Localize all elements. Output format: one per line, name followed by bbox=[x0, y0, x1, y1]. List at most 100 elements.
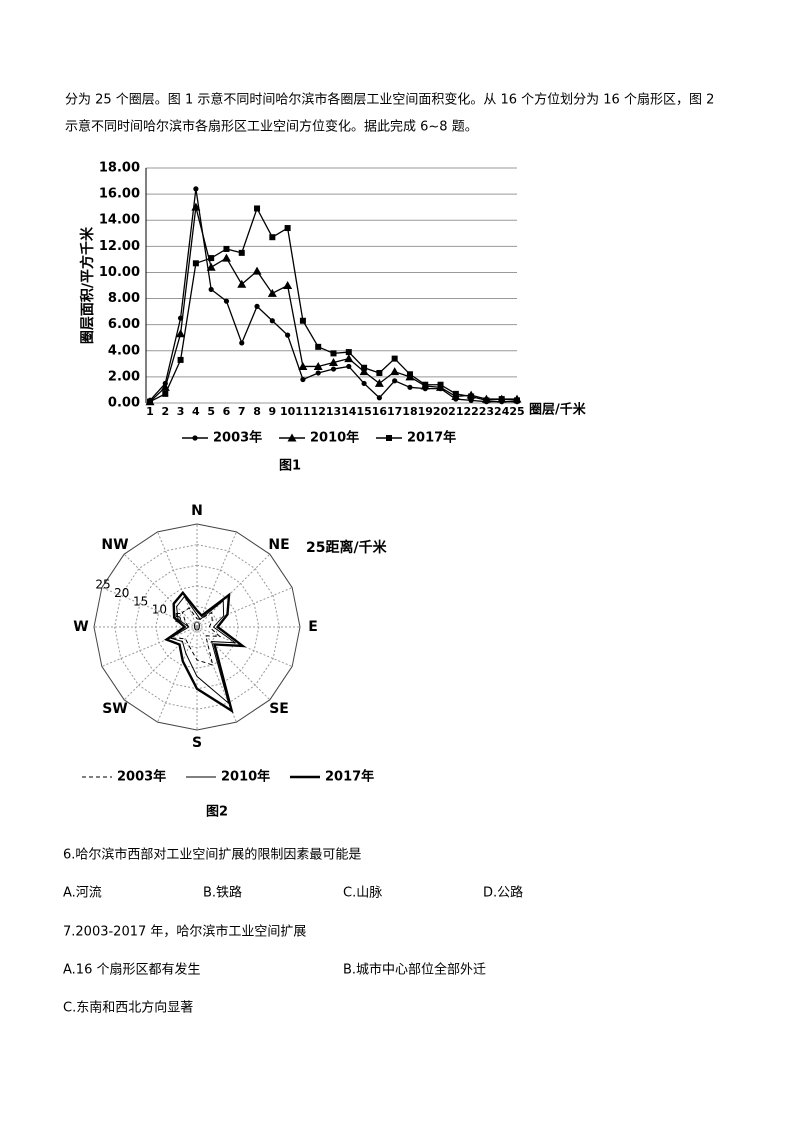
legend-label: 2003年 bbox=[117, 769, 166, 785]
direction-label: SE bbox=[269, 701, 289, 717]
data-point bbox=[376, 369, 383, 376]
y-tick-label: 10.00 bbox=[99, 265, 140, 280]
data-point bbox=[315, 343, 322, 350]
grid-ring bbox=[93, 523, 301, 731]
direction-label: NE bbox=[268, 537, 289, 553]
y-axis-label: 圈层面积/平方千米 bbox=[79, 226, 96, 344]
x-tick-label: 4 bbox=[192, 405, 200, 418]
x-tick-label: 21 bbox=[448, 405, 463, 418]
series-polygon bbox=[169, 595, 237, 705]
y-tick-label: 8.00 bbox=[108, 291, 140, 306]
x-tick-label: 25 bbox=[509, 405, 524, 418]
data-point bbox=[313, 361, 323, 370]
data-point bbox=[254, 205, 261, 212]
data-point bbox=[361, 380, 367, 387]
data-point bbox=[498, 396, 505, 403]
question-option: A.16 个扇形区都有发生 bbox=[63, 962, 200, 978]
data-point bbox=[208, 255, 215, 262]
direction-label: N bbox=[191, 503, 203, 519]
data-point bbox=[238, 249, 245, 256]
spoke bbox=[196, 553, 271, 628]
data-point bbox=[452, 390, 459, 397]
figure-caption: 图2 bbox=[206, 805, 228, 820]
x-tick-label: 13 bbox=[326, 405, 341, 418]
question-option: D.公路 bbox=[483, 885, 523, 901]
data-point bbox=[208, 286, 214, 293]
x-tick-label: 10 bbox=[280, 405, 296, 418]
legend-label: 2010年 bbox=[310, 430, 359, 446]
x-tick-label: 16 bbox=[372, 405, 388, 418]
x-tick-label: 1 bbox=[146, 405, 154, 418]
x-tick-label: 3 bbox=[177, 405, 185, 418]
figure-caption: 图1 bbox=[279, 459, 301, 474]
spoke bbox=[157, 531, 198, 628]
axis-label: 25距离/千米 bbox=[306, 539, 388, 556]
data-point bbox=[192, 435, 198, 441]
x-tick-label: 19 bbox=[418, 405, 433, 418]
x-tick-label: 11 bbox=[295, 405, 310, 418]
legend-label: 2010年 bbox=[221, 769, 270, 785]
spoke bbox=[196, 626, 271, 701]
data-point bbox=[147, 398, 153, 405]
data-point bbox=[267, 288, 277, 297]
spoke bbox=[123, 553, 198, 628]
spoke bbox=[196, 626, 293, 667]
series-polygon bbox=[163, 590, 247, 714]
series-line bbox=[149, 206, 518, 403]
spoke bbox=[101, 587, 198, 628]
x-tick-label: 12 bbox=[311, 405, 326, 418]
series-line bbox=[149, 207, 517, 403]
x-tick-label: 17 bbox=[387, 405, 402, 418]
x-tick-label: 18 bbox=[402, 405, 417, 418]
data-point bbox=[300, 376, 306, 383]
direction-label: E bbox=[308, 619, 318, 635]
question-option: A.河流 bbox=[63, 886, 102, 901]
legend-label: 2003年 bbox=[213, 430, 262, 446]
spoke bbox=[196, 531, 237, 628]
direction-label: S bbox=[192, 735, 202, 751]
data-point bbox=[330, 366, 337, 372]
x-tick-label: 5 bbox=[207, 405, 215, 418]
spoke bbox=[157, 626, 198, 723]
data-point bbox=[406, 371, 413, 378]
data-point bbox=[483, 397, 490, 404]
data-point bbox=[422, 381, 429, 388]
direction-label: SW bbox=[102, 701, 128, 717]
r-tick-label: 20 bbox=[114, 586, 129, 600]
r-tick-label: 10 bbox=[152, 603, 167, 617]
y-tick-label: 2.00 bbox=[108, 369, 140, 384]
data-point bbox=[514, 397, 520, 404]
data-point bbox=[386, 435, 392, 441]
data-point bbox=[285, 332, 291, 338]
data-point bbox=[252, 266, 262, 275]
data-point bbox=[176, 329, 186, 338]
x-tick-label: 14 bbox=[341, 405, 357, 418]
data-point bbox=[299, 317, 306, 324]
data-point bbox=[221, 253, 231, 262]
x-tick-label: 22 bbox=[463, 405, 478, 418]
x-tick-label: 2 bbox=[161, 405, 169, 418]
data-point bbox=[376, 395, 382, 401]
y-tick-label: 18.00 bbox=[99, 161, 140, 176]
x-axis-label: 圈层/千米 bbox=[529, 402, 587, 418]
x-tick-label: 9 bbox=[269, 405, 277, 418]
intro-line: 分为 25 个圈层。图 1 示意不同时间哈尔滨市各圈层工业空间面积变化。从 16… bbox=[65, 92, 714, 108]
data-point bbox=[344, 354, 354, 363]
data-point bbox=[237, 279, 247, 288]
data-point bbox=[345, 349, 352, 356]
direction-label: NW bbox=[101, 537, 128, 553]
legend-label: 2017年 bbox=[407, 430, 456, 446]
data-point bbox=[254, 303, 260, 309]
y-tick-label: 14.00 bbox=[99, 213, 140, 228]
x-tick-label: 6 bbox=[223, 405, 231, 418]
y-tick-label: 16.00 bbox=[99, 187, 140, 202]
legend-label: 2017年 bbox=[325, 769, 374, 785]
data-point bbox=[162, 390, 169, 397]
data-point bbox=[269, 234, 276, 241]
data-point bbox=[391, 355, 398, 362]
data-point bbox=[346, 363, 352, 370]
question-option: C.东南和西北方向显著 bbox=[63, 1000, 193, 1016]
data-point bbox=[407, 384, 413, 390]
data-point bbox=[206, 262, 216, 271]
